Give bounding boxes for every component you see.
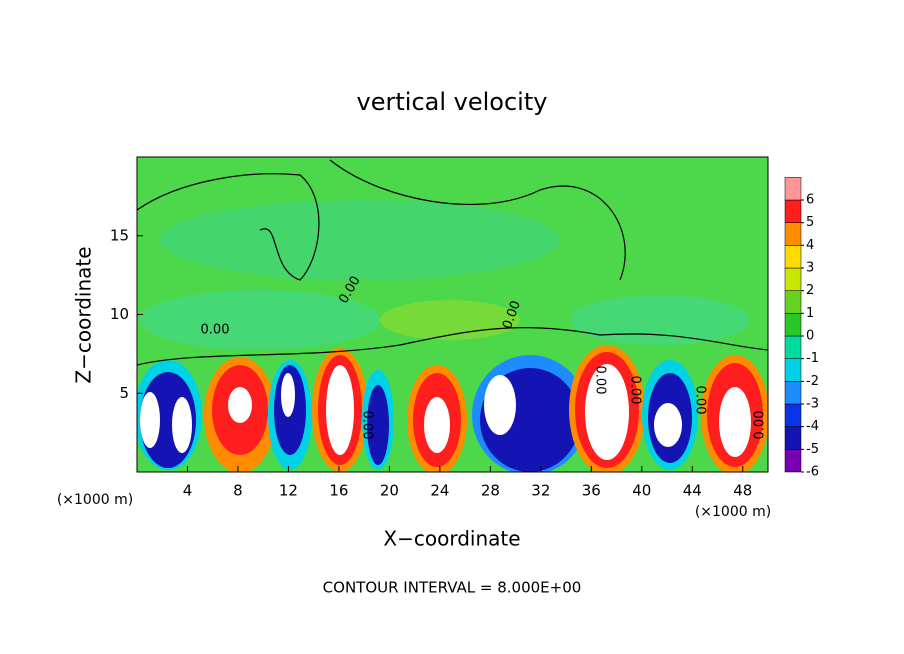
contour-label: 0.00: [693, 386, 708, 415]
contour-label: 0.00: [753, 411, 768, 440]
y-tick-label: 15: [110, 226, 129, 244]
x-tick-label: 40: [632, 482, 651, 500]
colorbar-label: 6: [806, 193, 814, 208]
y-axis-label: Z−coordinate: [72, 246, 96, 383]
footer: CONTOUR INTERVAL = 8.000E+00: [323, 579, 582, 597]
colorbar-cell: [784, 403, 802, 427]
colorbar-label: 5: [806, 215, 814, 230]
x-tick-label: 32: [531, 482, 550, 500]
field: [137, 159, 768, 472]
x-tick-label: 12: [279, 482, 298, 500]
x-tick-label: 24: [430, 482, 449, 500]
x-tick-label: 16: [329, 482, 348, 500]
plot-area: [136, 156, 769, 473]
colorbar-cell: [784, 222, 802, 246]
contour-label: 0.00: [201, 323, 230, 338]
colorbar-label: -2: [806, 374, 819, 389]
colorbar-cell: [784, 449, 802, 473]
x-tick-label: 8: [233, 482, 243, 500]
colorbar-cell: [784, 290, 802, 314]
x-tick-label: 44: [683, 482, 702, 500]
colorbar-label: 4: [806, 238, 814, 253]
x-unit-label: (×1000 m): [57, 492, 133, 508]
x-tick-label: 36: [582, 482, 601, 500]
colorbar-cell: [784, 335, 802, 359]
chart-title: vertical velocity: [357, 88, 548, 116]
colorbar-cell: [784, 358, 802, 382]
colorbar-label: 1: [806, 306, 814, 321]
colorbar-cell: [784, 199, 802, 223]
colorbar-cell: [784, 245, 802, 269]
colorbar-label: 3: [806, 261, 814, 276]
x-tick-label: 28: [481, 482, 500, 500]
colorbar-label: -5: [806, 442, 819, 457]
x-tick-label: 20: [380, 482, 399, 500]
colorbar-cell: [784, 177, 802, 201]
colorbar-label: -4: [806, 419, 819, 434]
x-tick-label: 4: [183, 482, 193, 500]
contour-label: 0.00: [593, 366, 608, 395]
colorbar-label: 0: [806, 329, 814, 344]
colorbar-label: -3: [806, 397, 819, 412]
colorbar-label: -1: [806, 351, 819, 366]
contour-label: 0.00: [628, 376, 643, 405]
x-tick-label: 48: [733, 482, 752, 500]
x-axis-label: X−coordinate: [383, 527, 520, 551]
colorbar-label: 2: [806, 283, 814, 298]
colorbar-label: -6: [806, 465, 819, 480]
x-unit-label: (×1000 m): [695, 504, 771, 520]
colorbar-cell: [784, 381, 802, 405]
y-tick-label: 5: [119, 384, 129, 402]
contour-label: 0.00: [360, 411, 375, 440]
y-tick-label: 10: [110, 305, 129, 323]
colorbar-cell: [784, 267, 802, 291]
colorbar-cell: [784, 313, 802, 337]
colorbar-cell: [784, 426, 802, 450]
